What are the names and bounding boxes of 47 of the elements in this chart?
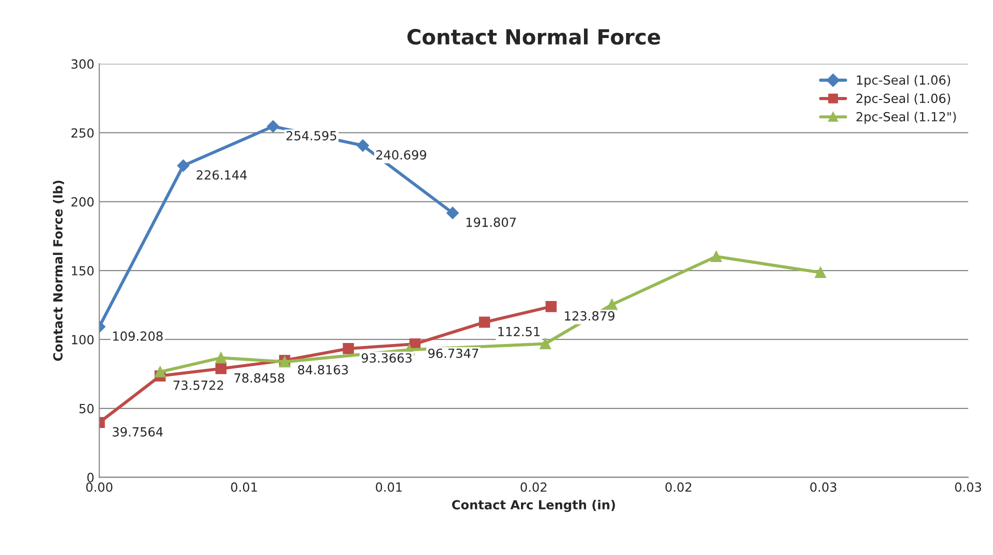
y-tick-label: 50 (79, 404, 94, 414)
data-label: 240.699 (376, 150, 426, 160)
legend-label: 2pc-Seal (1.06) (856, 93, 950, 106)
point (177, 160, 190, 172)
y-tick-label: 0 (87, 472, 94, 482)
data-label: 254.595 (286, 131, 336, 140)
y-tick-label: 150 (72, 266, 94, 276)
point (540, 338, 551, 350)
legend-label: 1pc-Seal (1.06) (856, 75, 950, 88)
data-label: 73.5722 (174, 380, 224, 390)
data-label: 39.7564 (112, 427, 163, 437)
point (154, 366, 166, 378)
point (342, 343, 354, 354)
y-tick-label: 300 (72, 59, 94, 69)
x-axis-title: Contact Arc Length (in) (452, 500, 615, 512)
data-label: 96.7347 (428, 348, 478, 358)
point (478, 316, 490, 328)
point (710, 250, 722, 262)
point (814, 266, 826, 278)
y-tick-label: 200 (71, 197, 94, 207)
data-label: 112.51 (498, 326, 540, 336)
data-label: 226.144 (196, 170, 247, 180)
x-tick-label: 0.02 (520, 482, 546, 492)
y-tick-label: 100 (72, 334, 94, 344)
chart-title: Contact Normal Force (407, 28, 660, 45)
x-tick-label: 0.00 (86, 482, 112, 492)
y-axis-title: Contact Normal Force (lb) (52, 180, 64, 361)
x-tick-label: 0.02 (665, 482, 692, 492)
data-label: 191.807 (466, 218, 516, 228)
data-label: 93.3663 (362, 353, 412, 363)
data-label: 109.208 (113, 331, 163, 341)
point (215, 363, 226, 374)
point (266, 120, 280, 132)
y-tick-label: 250 (71, 128, 94, 138)
x-tick-label: 0.03 (955, 482, 982, 492)
data-label: 84.8163 (298, 365, 348, 374)
legend-label: 2pc-Seal (1.12") (856, 112, 956, 124)
x-tick-label: 0.03 (810, 482, 836, 492)
point (606, 299, 618, 310)
x-tick-label: 0.01 (376, 482, 402, 492)
data-label: 78.8458 (234, 373, 284, 383)
point (215, 352, 226, 364)
point (546, 301, 557, 312)
data-label: 123.879 (564, 311, 614, 321)
point (446, 206, 459, 220)
point (356, 139, 369, 152)
x-tick-label: 0.01 (231, 482, 257, 492)
